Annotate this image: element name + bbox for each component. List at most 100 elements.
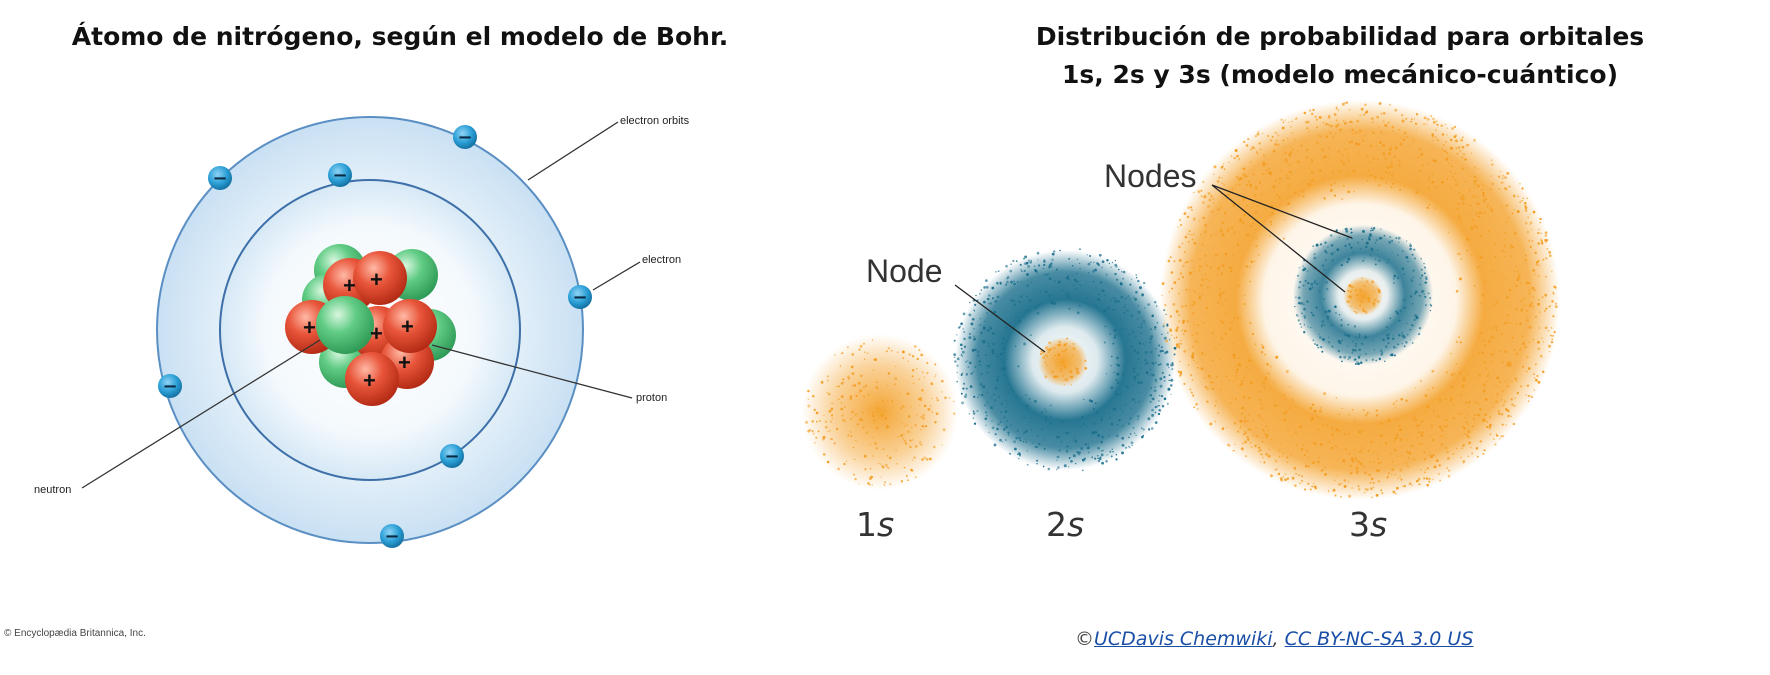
cloud-speck [903, 466, 906, 469]
cloud-speck [1285, 204, 1287, 206]
cloud-speck [1378, 357, 1381, 361]
cloud-speck [1372, 226, 1376, 230]
cloud-speck [1121, 436, 1125, 440]
cloud-speck [1286, 461, 1289, 464]
cloud-speck [1309, 109, 1312, 112]
cloud-speck [1200, 284, 1203, 287]
cloud-speck [1435, 120, 1438, 123]
cloud-speck [1388, 171, 1390, 174]
cloud-speck [1313, 281, 1316, 284]
cloud-speck [1119, 392, 1122, 396]
cloud-speck [1432, 386, 1434, 389]
cloud-speck [1177, 292, 1180, 295]
cloud-speck [1140, 332, 1143, 334]
cloud-speck [1470, 447, 1472, 449]
cloud-speck [1525, 370, 1528, 373]
cloud-speck [855, 440, 857, 442]
cloud-speck [1197, 191, 1201, 194]
cloud-speck [1452, 453, 1455, 455]
cloud-speck [1130, 408, 1132, 410]
cloud-speck [1420, 420, 1424, 423]
cloud-speck [849, 397, 853, 401]
cloud-speck [1245, 265, 1248, 268]
cloud-speck [871, 339, 874, 341]
cloud-speck [1531, 286, 1535, 290]
cloud-speck [1008, 322, 1011, 325]
cloud-speck [1394, 146, 1398, 150]
cloud-speck [1355, 459, 1358, 462]
cloud-speck [875, 386, 879, 389]
cloud-speck [1465, 144, 1469, 147]
cloud-speck [1053, 347, 1056, 350]
cloud-speck [883, 481, 887, 484]
cloud-speck [984, 339, 987, 342]
cloud-speck [1394, 310, 1397, 313]
cloud-speck [1170, 393, 1172, 396]
cloud-speck [1349, 471, 1353, 475]
license-link[interactable]: CC BY-NC-SA 3.0 US [1284, 628, 1474, 650]
cloud-speck [1225, 312, 1228, 315]
cloud-speck [1420, 257, 1423, 260]
cloud-speck [1526, 230, 1530, 234]
cloud-speck [1073, 285, 1075, 287]
cloud-speck [985, 414, 988, 417]
cloud-speck [1461, 136, 1464, 139]
cloud-speck [1255, 427, 1257, 429]
cloud-speck [1335, 428, 1339, 432]
cloud-speck [1414, 292, 1416, 295]
cloud-speck [933, 445, 936, 449]
cloud-speck [1228, 227, 1231, 230]
cloud-speck [1424, 412, 1426, 415]
cloud-speck [1242, 167, 1246, 171]
cloud-speck [831, 417, 833, 420]
cloud-speck [1343, 120, 1345, 122]
cloud-speck [1114, 272, 1117, 276]
cloud-speck [1354, 131, 1357, 134]
cloud-speck [1528, 304, 1532, 307]
cloud-speck [1530, 228, 1533, 231]
cloud-speck [1306, 141, 1308, 143]
cloud-speck [1552, 293, 1555, 295]
cloud-speck [926, 372, 929, 374]
cloud-speck [1044, 408, 1046, 410]
cloud-speck [1341, 360, 1343, 363]
cloud-speck [1482, 389, 1486, 393]
cloud-speck [1115, 434, 1119, 438]
cloud-speck [1355, 311, 1358, 314]
cloud-speck [1347, 289, 1350, 292]
cloud-speck [1343, 484, 1347, 488]
cloud-speck [1196, 361, 1199, 364]
cloud-speck [1029, 260, 1033, 264]
cloud-speck [1386, 336, 1390, 340]
cloud-speck [1187, 241, 1190, 243]
cloud-speck [963, 330, 966, 334]
cloud-speck [1511, 336, 1514, 339]
cloud-speck [874, 358, 877, 362]
cloud-speck [1269, 220, 1273, 224]
cloud-speck [1012, 259, 1015, 263]
cloud-speck [1293, 466, 1297, 470]
cloud-speck [831, 402, 833, 405]
cloud-speck [1516, 391, 1520, 395]
cloud-speck [1201, 278, 1205, 282]
cloud-speck [1515, 265, 1517, 268]
cloud-speck [1483, 211, 1487, 215]
cloud-speck [960, 392, 963, 395]
cloud-speck [941, 391, 943, 393]
cloud-speck [1340, 264, 1343, 267]
cloud-speck [1447, 469, 1451, 472]
orbital-title-line2: 1s, 2s y 3s (modelo mecánico-cuántico) [1061, 60, 1619, 89]
cloud-speck [1540, 241, 1544, 245]
cloud-speck [1139, 286, 1142, 290]
cloud-speck [1004, 325, 1007, 329]
cloud-speck [1074, 367, 1077, 369]
cloud-speck [1274, 143, 1277, 146]
cloud-speck [1307, 281, 1310, 285]
cloud-speck [1263, 154, 1265, 157]
cloud-speck [1526, 310, 1528, 312]
label-neutron: neutron [34, 484, 72, 496]
ucdavis-link[interactable]: UCDavis Chemwiki [1094, 628, 1273, 650]
cloud-speck [1196, 324, 1199, 327]
cloud-speck [1363, 257, 1366, 259]
cloud-speck [1239, 419, 1243, 423]
